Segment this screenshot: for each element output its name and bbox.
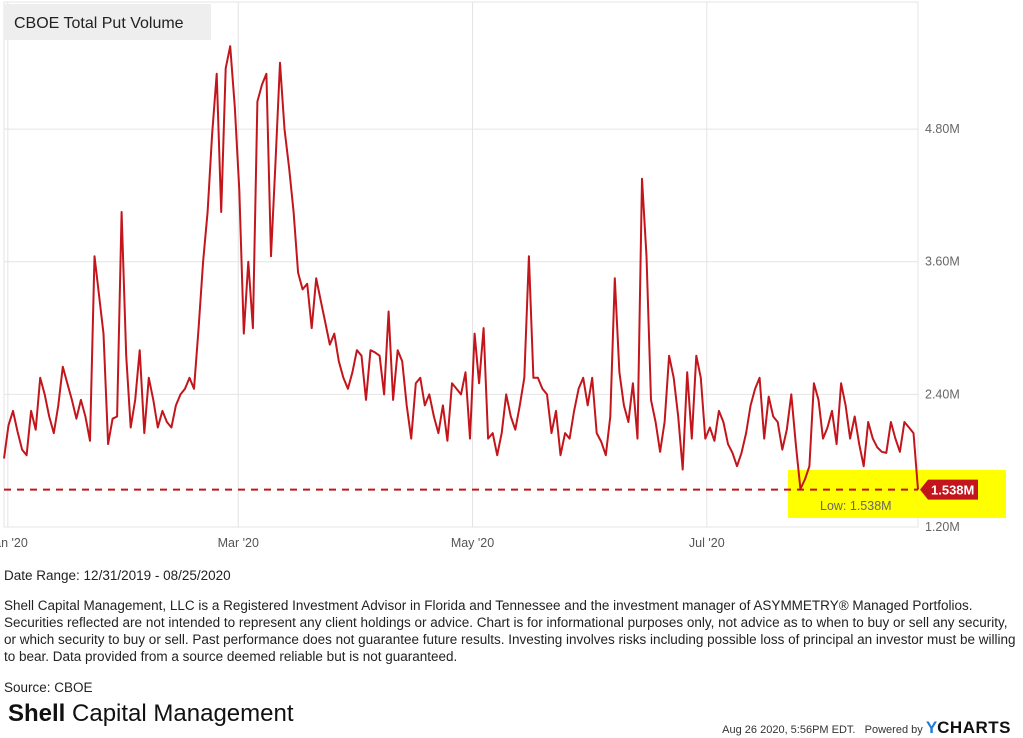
disclaimer: Shell Capital Management, LLC is a Regis… (4, 598, 1016, 664)
logo-bold-text: Shell (8, 700, 66, 727)
low-label: Low: 1.538M (820, 499, 892, 513)
x-tick-label: Mar '20 (218, 536, 259, 550)
x-axis: Jan '20 Mar '20 May '20 Jul '20 (0, 536, 725, 550)
source-label: Source: CBOE (4, 680, 93, 695)
company-logo: Shell Capital Management (8, 700, 294, 728)
last-value-label: 1.538M (931, 483, 974, 498)
plot-border (3, 1, 919, 528)
chart-title-box: CBOE Total Put Volume (4, 4, 211, 40)
x-tick-label: Jul '20 (689, 536, 725, 550)
logo-rest-text: Capital Management (72, 700, 294, 727)
y-tick-label: 2.40M (925, 387, 960, 401)
ycharts-logo-text[interactable]: CHARTS (937, 718, 1011, 737)
ycharts-logo-y[interactable]: Y (925, 718, 938, 737)
last-value-badge: 1.538M (920, 479, 978, 500)
x-tick-label: May '20 (451, 536, 494, 550)
chart: Jan '20 Mar '20 May '20 Jul '20 1.20M 2.40M 3… (0, 1, 1006, 550)
x-tick-label: Jan '20 (0, 536, 28, 550)
chart-title: CBOE Total Put Volume (14, 15, 184, 32)
y-tick-label: 4.80M (925, 122, 960, 136)
y-tick-label: 1.20M (925, 520, 960, 534)
date-range: Date Range: 12/31/2019 - 08/25/2020 (4, 568, 231, 583)
powered-by-text: Powered by (864, 724, 923, 736)
series-line-put-volume (3, 45, 919, 490)
y-axis: 1.20M 2.40M 3.60M 4.80M (925, 122, 960, 534)
footer: Aug 26 2020, 5:56PM EDT. Powered by YCHA… (722, 718, 1011, 738)
timestamp: Aug 26 2020, 5:56PM EDT. (722, 724, 856, 736)
y-tick-label: 3.60M (925, 255, 960, 269)
grid (3, 1, 919, 528)
